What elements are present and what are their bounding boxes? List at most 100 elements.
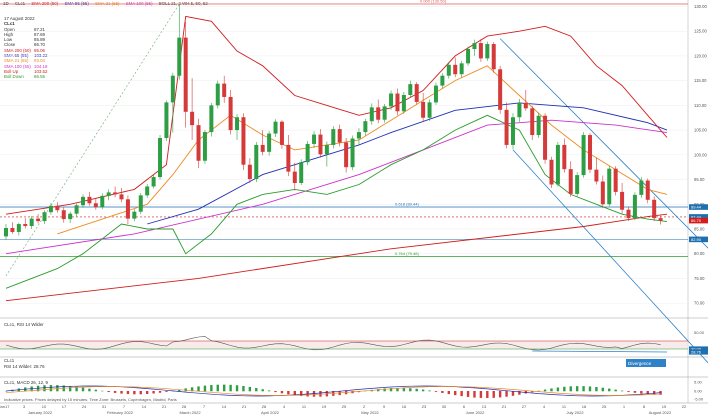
candle-body [517, 102, 522, 118]
candle-body [536, 115, 541, 136]
macd-bar [441, 391, 444, 393]
info-key: Boll Up [4, 68, 19, 74]
macd-bar [646, 391, 649, 395]
date-tick: 2 [363, 404, 366, 409]
footer-note: Indicative prices. Prices delayed by 15 … [4, 397, 177, 402]
info-value: 103.52 [34, 68, 48, 74]
macd-bar [81, 387, 85, 392]
date-tick: 6 [463, 404, 466, 409]
month-label: February 2022 [107, 410, 134, 415]
info-value: 103.22 [34, 53, 48, 59]
macd-bar [210, 385, 213, 392]
divergence-label: Divergence [628, 361, 652, 366]
candle-body [260, 144, 265, 152]
date-tick: 28 [182, 404, 187, 409]
macd-bar [287, 391, 290, 395]
date-tick: 22 [682, 404, 687, 409]
price-tick: 120.00 [694, 53, 707, 58]
candle-body [119, 194, 124, 200]
candle-body [575, 175, 580, 194]
indicator-sma200[interactable]: SMA 200 (50) [31, 1, 59, 6]
macd-bar [563, 386, 566, 392]
price-tag-label: 82.90 [691, 237, 702, 242]
info-date: 17 August 2022 [4, 16, 35, 21]
candle-body [292, 171, 297, 184]
candle-body [87, 196, 92, 204]
info-key: SMA 21 (55) [4, 58, 29, 64]
candle-body [42, 212, 47, 222]
date-tick: 25 [602, 404, 607, 409]
macd-bar [49, 385, 53, 392]
macd-bar [415, 388, 418, 392]
instrument-label[interactable]: CLc1 [14, 1, 26, 6]
symbol-prefix[interactable]: 1D [3, 1, 9, 6]
info-key: High [4, 31, 14, 37]
indicator-sma55[interactable]: SMA 55 (55) [64, 1, 89, 6]
date-tick: 16 [402, 404, 407, 409]
indicator-sma100[interactable]: SMA 100 (55) [125, 1, 153, 6]
candle-body [81, 196, 86, 206]
candle-body [183, 37, 188, 112]
candle-body [401, 94, 406, 112]
macd-bar [396, 387, 399, 392]
date-tick: 11 [562, 404, 567, 409]
info-row: Boll Up 103.52 [4, 69, 62, 74]
candle-body [337, 129, 342, 143]
indicator-boll[interactable]: BOLL 21, 2 WH 5, 50, 52 [158, 1, 208, 6]
candle-body [331, 129, 336, 145]
macd-bar [460, 391, 463, 397]
candle-body [190, 111, 195, 126]
date-tick: 14 [222, 404, 227, 409]
candle-body [267, 133, 272, 152]
macd-bar [293, 391, 296, 396]
price-tick: 85.00 [694, 226, 705, 231]
macd-bar [242, 385, 245, 392]
candle-body [61, 210, 66, 220]
candle-body [36, 218, 41, 222]
date-tick: 11 [302, 404, 307, 409]
candle-body [408, 84, 413, 95]
macd-bar [113, 391, 117, 393]
candle-body [440, 75, 445, 86]
price-tick: 125.00 [694, 29, 707, 34]
info-row: Boll Down 86.55 [4, 74, 62, 79]
candle-body [215, 83, 220, 106]
macd-bar [165, 391, 168, 392]
series-line [57, 65, 668, 235]
candle-body [446, 64, 451, 76]
macd-bar [466, 391, 470, 397]
candle-body [273, 121, 278, 134]
macd-bar [595, 386, 598, 392]
macd-bar [216, 384, 219, 392]
date-tick: 23 [422, 404, 427, 409]
date-tick: 28 [262, 404, 267, 409]
date-tick: 10 [42, 404, 47, 409]
candle-body [620, 191, 625, 210]
macd-bar [255, 388, 258, 392]
indicator-sma21[interactable]: SMA 21 (55) [95, 1, 120, 6]
rsi-tag-label: 30.00 [691, 347, 702, 352]
macd-bar [582, 386, 585, 392]
divergence-badge [626, 359, 666, 367]
date-tick: 17 [62, 404, 67, 409]
candle-body [344, 142, 349, 168]
price-tag [689, 236, 708, 243]
info-row: High 87.69 [4, 32, 62, 37]
candle-body [235, 117, 240, 131]
price-tick: 100.00 [694, 152, 707, 157]
date-tick: 7 [203, 404, 206, 409]
info-row: SMA 200 (50) 95.06 [4, 48, 62, 53]
info-row: Open 87.21 [4, 27, 62, 32]
candle-body [48, 205, 53, 213]
date-tick: 4 [543, 404, 546, 409]
candle-body [562, 144, 567, 170]
macd-bar [120, 391, 123, 394]
info-value: 85.89 [34, 37, 45, 43]
candle-body [433, 85, 438, 103]
price-tick: 110.00 [694, 103, 707, 108]
date-tick: 13 [482, 404, 487, 409]
macd-bar [409, 388, 412, 392]
series-line [5, 213, 668, 302]
macd-bar [569, 386, 572, 392]
